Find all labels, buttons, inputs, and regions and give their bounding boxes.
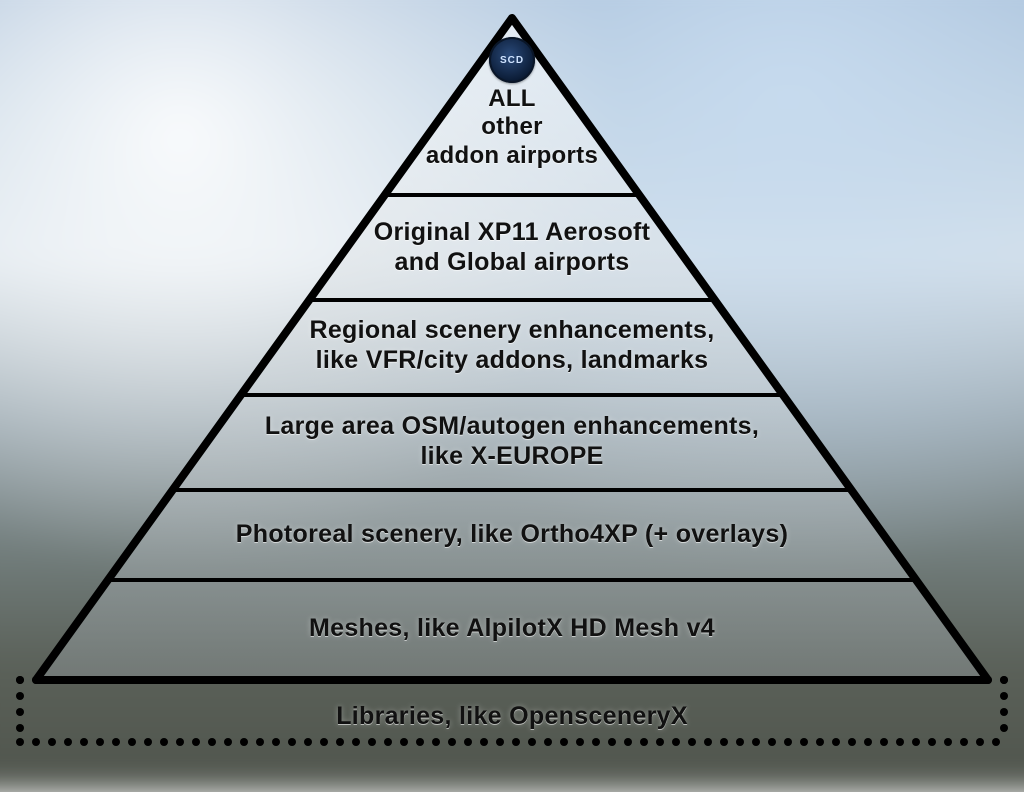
pyramid-diagram: SCD ALLotheraddon airports Original XP11…	[0, 0, 1024, 762]
pyramid-svg	[0, 0, 1024, 762]
scd-logo-badge: SCD	[489, 37, 535, 83]
